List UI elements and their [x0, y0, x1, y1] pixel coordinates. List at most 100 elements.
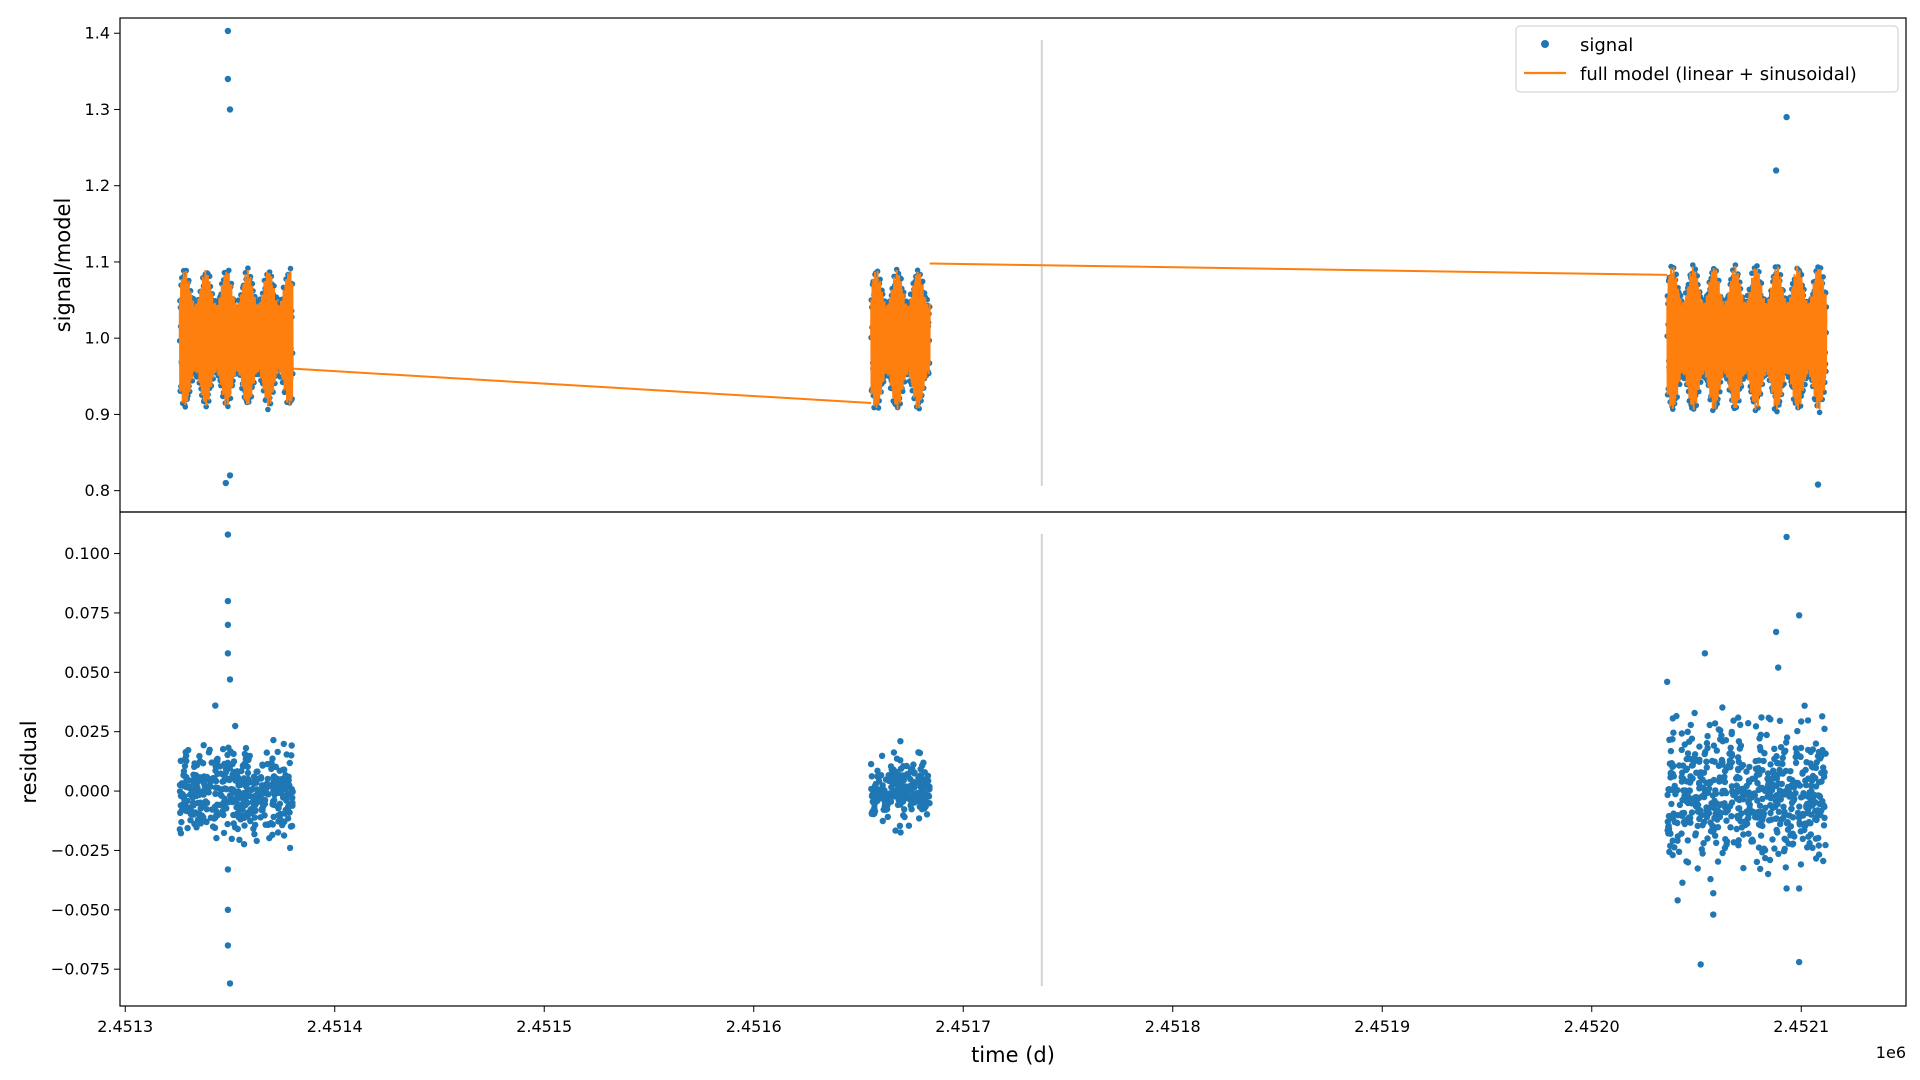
residual-point: [220, 799, 227, 806]
residual-point: [213, 834, 220, 842]
residual-point: [1759, 795, 1766, 803]
residual-point: [1812, 807, 1819, 815]
residual-point: [191, 760, 198, 767]
signal-point: [267, 400, 274, 407]
y-tick-label: 0.075: [64, 603, 110, 622]
residual-point: [893, 755, 901, 762]
signal-point: [186, 277, 192, 284]
residual-point: [915, 749, 922, 756]
residual-point: [867, 760, 875, 768]
residual-point: [284, 815, 292, 822]
residual-point: [905, 822, 913, 829]
residual-point: [1694, 822, 1701, 830]
x-axis-offset-label: 1e6: [1876, 1043, 1906, 1062]
residual-point: [1722, 836, 1729, 843]
residual-point: [1766, 856, 1774, 864]
residual-point: [1687, 814, 1694, 822]
residual-point: [887, 763, 895, 770]
residual-point: [907, 802, 914, 809]
residual-point: [901, 813, 908, 821]
model-line-connector: [929, 262, 1668, 276]
residual-point: [1756, 802, 1764, 809]
signal-point-extreme: [1772, 167, 1780, 174]
residual-point: [1701, 750, 1708, 758]
residual-point: [270, 787, 277, 794]
residual-point: [239, 806, 246, 813]
residual-point: [1674, 812, 1682, 819]
residual-point: [205, 789, 212, 796]
residual-point: [1787, 768, 1794, 775]
residual-point: [258, 806, 265, 814]
residual-point: [868, 810, 875, 817]
residual-point: [1673, 712, 1680, 720]
residual-point: [1737, 786, 1744, 793]
residual-point: [1812, 774, 1819, 782]
residual-point: [1719, 849, 1726, 857]
residual-point: [212, 790, 219, 797]
residual-point: [193, 780, 201, 787]
residual-point: [1700, 769, 1708, 776]
residual-point: [228, 835, 235, 842]
x-tick-label: 2.4517: [935, 1017, 991, 1036]
residual-point: [897, 829, 904, 836]
residual-point: [211, 776, 218, 783]
residual-point: [874, 788, 881, 795]
residual-point: [1802, 781, 1810, 789]
residual-point: [285, 793, 292, 800]
residual-point: [1756, 771, 1763, 778]
signal-point: [1732, 262, 1739, 268]
residual-point: [1775, 760, 1783, 767]
residual-point: [242, 744, 250, 752]
x-tick-label: 2.4519: [1354, 1017, 1410, 1036]
residual-point: [1676, 801, 1684, 809]
residual-point: [280, 740, 287, 748]
y-tick-label: −0.075: [51, 960, 110, 979]
signal-point: [1820, 274, 1826, 280]
residual-point: [207, 779, 214, 786]
residual-point: [1774, 829, 1781, 836]
residual-point: [922, 803, 929, 810]
residual-point: [286, 782, 293, 789]
residual-point: [1669, 763, 1676, 771]
residual-point: [1771, 845, 1778, 852]
signal-point: [1797, 403, 1804, 409]
residual-point: [195, 810, 203, 817]
residual-point: [1736, 805, 1743, 812]
bottom-panel: −0.075 −0.050 −0.025 0.000 0.025 0.050 0.075 0.…: [17, 511, 1907, 1007]
residual-point: [178, 818, 185, 826]
residual-point: [1671, 818, 1678, 826]
residual-point: [1782, 836, 1790, 844]
residual-point: [1707, 827, 1715, 835]
signal-point: [182, 404, 189, 410]
residual-point: [1740, 864, 1747, 872]
residual-point: [879, 817, 886, 825]
x-tick-label: 2.4513: [97, 1017, 153, 1036]
residual-point: [1755, 844, 1763, 851]
residual-point: [259, 761, 266, 768]
y-tick-label: 0.050: [64, 663, 110, 682]
residual-point: [1736, 745, 1744, 752]
residual-point: [1769, 804, 1776, 812]
residual-point: [288, 742, 295, 749]
residual-point: [255, 775, 262, 782]
residual-point: [1678, 778, 1686, 785]
residual-point: [1703, 758, 1710, 765]
residual-point: [1820, 857, 1827, 865]
residual-point: [1781, 810, 1788, 817]
residual-point: [1705, 785, 1713, 792]
residual-point: [1794, 727, 1801, 735]
residual-point: [200, 801, 207, 808]
residual-point: [203, 806, 210, 813]
signal-point: [1817, 265, 1824, 271]
residual-point: [1669, 736, 1676, 743]
residual-point: [274, 829, 282, 836]
residual-point: [1730, 717, 1737, 724]
residual-point: [1717, 809, 1725, 817]
residual-point: [1704, 835, 1711, 842]
residual-point: [912, 797, 919, 804]
residual-point: [1772, 798, 1780, 805]
residual-point: [916, 793, 924, 800]
residual-point: [1676, 762, 1683, 769]
residual-point: [1709, 792, 1717, 799]
residual-point: [269, 801, 276, 808]
